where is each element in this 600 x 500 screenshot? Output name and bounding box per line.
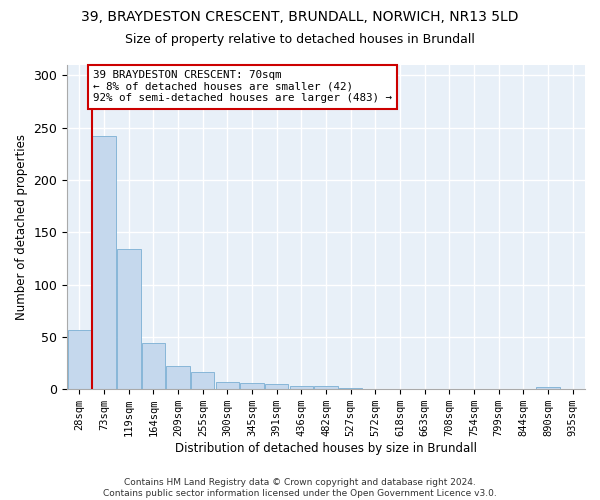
Bar bbox=[92, 136, 116, 389]
Y-axis label: Number of detached properties: Number of detached properties bbox=[15, 134, 28, 320]
Text: 39, BRAYDESTON CRESCENT, BRUNDALL, NORWICH, NR13 5LD: 39, BRAYDESTON CRESCENT, BRUNDALL, NORWI… bbox=[81, 10, 519, 24]
Bar bbox=[191, 372, 214, 389]
Bar bbox=[68, 330, 91, 389]
Bar bbox=[117, 249, 140, 389]
Bar bbox=[241, 383, 264, 389]
X-axis label: Distribution of detached houses by size in Brundall: Distribution of detached houses by size … bbox=[175, 442, 477, 455]
Text: 39 BRAYDESTON CRESCENT: 70sqm
← 8% of detached houses are smaller (42)
92% of se: 39 BRAYDESTON CRESCENT: 70sqm ← 8% of de… bbox=[93, 70, 392, 103]
Bar bbox=[265, 384, 289, 389]
Bar bbox=[290, 386, 313, 389]
Bar bbox=[536, 387, 560, 389]
Bar bbox=[166, 366, 190, 389]
Bar bbox=[216, 382, 239, 389]
Bar bbox=[339, 388, 362, 389]
Bar bbox=[142, 343, 165, 389]
Bar bbox=[314, 386, 338, 389]
Text: Size of property relative to detached houses in Brundall: Size of property relative to detached ho… bbox=[125, 32, 475, 46]
Text: Contains HM Land Registry data © Crown copyright and database right 2024.
Contai: Contains HM Land Registry data © Crown c… bbox=[103, 478, 497, 498]
